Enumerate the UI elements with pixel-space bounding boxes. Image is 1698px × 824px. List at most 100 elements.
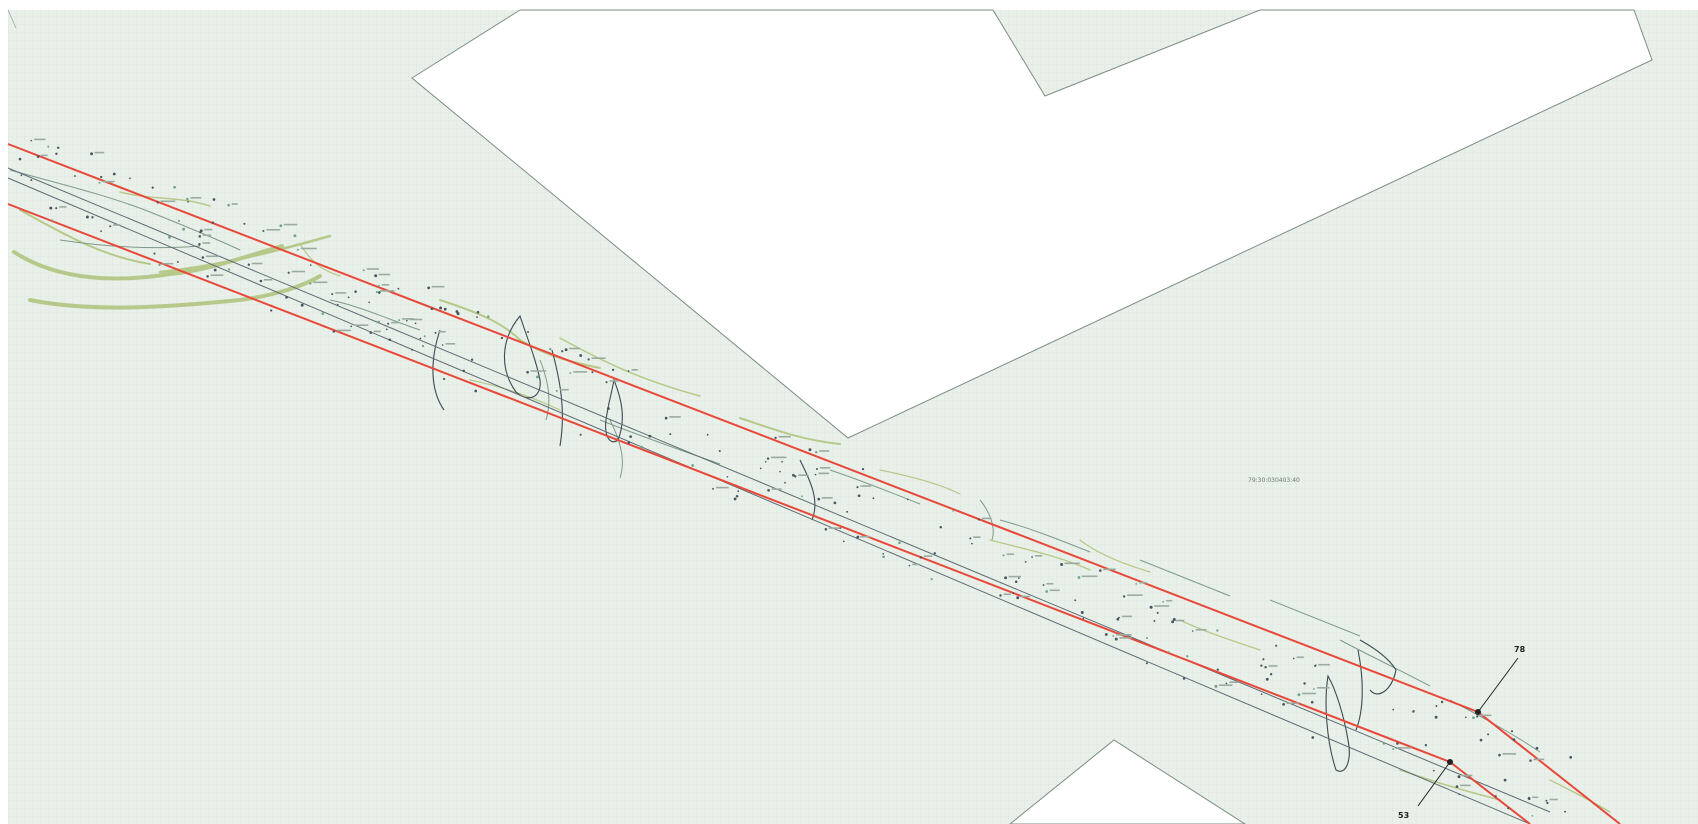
survey-annotation — [860, 485, 872, 487]
survey-point — [247, 263, 250, 266]
survey-point — [156, 201, 159, 204]
survey-point — [1458, 793, 1460, 796]
survey-annotation — [1049, 589, 1060, 592]
point-53-leader — [1417, 761, 1451, 807]
survey-annotation — [336, 329, 352, 332]
survey-point — [1214, 684, 1218, 688]
point-53-marker[interactable] — [1447, 759, 1453, 765]
survey-point — [30, 179, 33, 182]
survey-annotation — [1549, 798, 1558, 801]
survey-annotation — [102, 180, 115, 183]
survey-point — [712, 487, 714, 490]
survey-point — [385, 328, 388, 331]
survey-point — [30, 139, 33, 142]
survey-point — [706, 433, 709, 436]
survey-point — [737, 490, 740, 492]
survey-point — [1260, 693, 1263, 695]
survey-point — [18, 157, 22, 161]
survey-point — [814, 473, 817, 476]
survey-point — [388, 338, 392, 342]
survey-point — [173, 185, 176, 189]
survey-point — [430, 307, 434, 311]
survey-point — [1487, 733, 1490, 736]
survey-annotation — [1035, 555, 1043, 557]
survey-annotation — [1286, 702, 1299, 704]
survey-annotation — [366, 268, 379, 270]
survey-annotation — [190, 197, 202, 199]
survey-point — [969, 537, 972, 540]
survey-point — [20, 174, 23, 177]
survey-annotation — [431, 285, 445, 288]
point-78-marker[interactable] — [1475, 709, 1481, 715]
survey-annotation — [94, 151, 105, 154]
boundary-point-markers[interactable]: 78 53 — [1398, 645, 1526, 820]
survey-point — [1313, 688, 1315, 690]
survey-annotation — [354, 324, 369, 326]
survey-point — [1434, 715, 1438, 719]
survey-annotation — [409, 318, 423, 321]
survey-point — [648, 434, 652, 438]
survey-point — [882, 552, 885, 555]
survey-point — [1424, 744, 1428, 747]
survey-point — [816, 468, 818, 470]
survey-point — [1114, 637, 1118, 641]
survey-point — [213, 268, 217, 272]
survey-point — [212, 198, 216, 201]
survey-point — [1282, 703, 1285, 706]
survey-annotation — [1502, 753, 1517, 755]
survey-point — [1002, 554, 1005, 557]
survey-point — [414, 322, 417, 325]
survey-point — [629, 435, 632, 438]
survey-point — [908, 564, 911, 567]
survey-annotation — [1103, 568, 1116, 571]
survey-point — [90, 152, 94, 156]
survey-point — [766, 457, 770, 460]
survey-point — [1014, 580, 1018, 584]
survey-annotation — [59, 206, 67, 208]
survey-point — [476, 310, 480, 314]
survey-point — [423, 335, 426, 338]
survey-point — [549, 347, 552, 351]
survey-annotation — [204, 228, 213, 231]
survey-point — [627, 441, 631, 444]
survey-point — [296, 248, 299, 251]
survey-annotation — [1460, 784, 1471, 787]
survey-point — [774, 436, 777, 440]
survey-annotation — [1046, 583, 1054, 585]
survey-annotation — [1396, 747, 1412, 749]
survey-annotation — [1229, 681, 1239, 683]
survey-point — [176, 260, 179, 263]
survey-point — [243, 222, 246, 225]
survey-point — [362, 269, 365, 272]
survey-annotation — [1008, 575, 1021, 578]
survey-annotation — [530, 370, 547, 372]
survey-annotation — [381, 284, 390, 286]
survey-point — [1382, 742, 1386, 745]
survey-point — [309, 282, 312, 285]
survey-annotation — [1154, 605, 1170, 607]
survey-point — [369, 331, 373, 334]
survey-annotation — [378, 273, 391, 276]
survey-point — [933, 552, 936, 555]
survey-point — [971, 542, 973, 545]
survey-point — [664, 416, 668, 420]
survey-point — [1564, 810, 1567, 813]
survey-annotation — [1195, 629, 1207, 631]
survey-point — [500, 336, 504, 340]
survey-annotation — [1268, 665, 1278, 667]
centerlines — [7, 167, 1551, 824]
survey-point — [1118, 616, 1120, 619]
survey-annotation — [1480, 714, 1492, 717]
survey-point — [201, 256, 205, 259]
survey-point — [779, 470, 781, 473]
survey-point — [1225, 682, 1228, 685]
cutout-upper-center — [411, 9, 1653, 439]
survey-annotation — [1175, 619, 1185, 622]
survey-point — [1167, 651, 1170, 653]
survey-point — [129, 177, 131, 180]
survey-point — [300, 303, 304, 307]
survey-point — [1145, 662, 1148, 665]
survey-point — [735, 495, 739, 498]
